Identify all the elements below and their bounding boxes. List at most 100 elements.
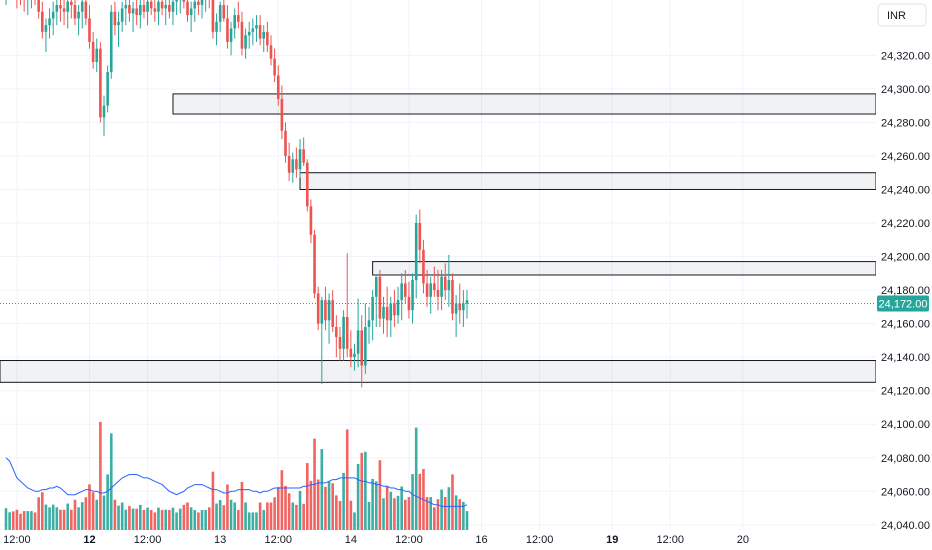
volume-bar bbox=[59, 509, 62, 537]
candle-body bbox=[240, 21, 244, 49]
volume-bar bbox=[11, 511, 15, 537]
candle-body bbox=[80, 1, 84, 12]
candle-body bbox=[258, 25, 262, 39]
candle-body bbox=[99, 48, 102, 118]
volume-bar bbox=[204, 510, 207, 537]
x-tick-label-4: 12:00 bbox=[264, 534, 292, 546]
volume-bar bbox=[44, 504, 48, 537]
candle-body bbox=[62, 8, 66, 12]
candle-body bbox=[335, 326, 338, 338]
candle-body bbox=[233, 15, 236, 29]
zone-2[interactable] bbox=[372, 261, 877, 276]
volume-bar bbox=[73, 499, 77, 537]
x-tick-label-8: 12:00 bbox=[526, 534, 554, 546]
volume-bar bbox=[356, 463, 360, 537]
candle-body bbox=[374, 276, 378, 297]
volume-bar bbox=[102, 495, 106, 537]
volume-bar bbox=[128, 506, 131, 537]
volume-bar bbox=[222, 505, 226, 537]
supply-demand-zones[interactable] bbox=[0, 93, 877, 383]
candle-body bbox=[425, 283, 429, 297]
y-tick-label-8: 24,160.00 bbox=[881, 319, 930, 331]
volume-bar bbox=[266, 502, 269, 537]
y-tick-label-4: 24,240.00 bbox=[881, 184, 930, 196]
price-axis[interactable]: 24,320.00 24,300.00 24,280.00 24,260.00 24,2… bbox=[876, 0, 932, 550]
volume-bar bbox=[454, 495, 458, 537]
volume-bar bbox=[284, 485, 287, 537]
volume-bar bbox=[462, 501, 465, 537]
last-price-tag: 24,172.00 bbox=[877, 295, 929, 312]
volume-bar bbox=[160, 510, 164, 537]
price-candles bbox=[5, 0, 469, 388]
last-price-label: 24,172.00 bbox=[879, 299, 928, 311]
candle-body bbox=[276, 75, 280, 99]
candle-body bbox=[414, 223, 418, 281]
volume-bar bbox=[120, 502, 124, 537]
candle-body bbox=[109, 11, 113, 73]
candle-body bbox=[139, 5, 142, 16]
volume-bar bbox=[95, 499, 99, 537]
candle-body bbox=[120, 8, 124, 22]
candle-body bbox=[418, 223, 422, 250]
candle-body bbox=[84, 1, 88, 19]
candle-body bbox=[458, 303, 462, 311]
candle-body bbox=[66, 1, 70, 12]
candle-body bbox=[218, 5, 222, 22]
volume-bar bbox=[182, 504, 186, 537]
volume-bar bbox=[91, 492, 95, 537]
candle-body bbox=[175, 0, 178, 2]
volume-bar bbox=[106, 474, 109, 537]
candle-body bbox=[77, 11, 80, 19]
zone-1[interactable] bbox=[299, 172, 877, 190]
candle-body bbox=[451, 280, 454, 314]
volume-bar bbox=[178, 508, 182, 537]
volume-bar bbox=[433, 507, 436, 537]
volume-bar bbox=[349, 500, 353, 537]
candle-body bbox=[255, 25, 258, 29]
x-tick-label-1: 12 bbox=[83, 534, 95, 546]
candle-body bbox=[244, 35, 247, 49]
volume-bar bbox=[302, 503, 305, 537]
volume-bar bbox=[153, 512, 157, 537]
volume-bar bbox=[84, 497, 88, 537]
x-tick-label-6: 12:00 bbox=[395, 534, 423, 546]
volume-bar bbox=[364, 451, 367, 537]
candle-body bbox=[189, 8, 193, 16]
volume-bar bbox=[385, 486, 389, 537]
volume-bar bbox=[324, 486, 327, 537]
volume-moving-average bbox=[5, 457, 468, 507]
candle-body bbox=[37, 0, 40, 12]
candle-body bbox=[349, 348, 353, 358]
candle-body bbox=[157, 1, 160, 12]
volume-bar bbox=[164, 509, 168, 537]
volume-bar bbox=[378, 460, 382, 537]
volume-bar bbox=[316, 479, 320, 537]
time-axis[interactable]: 12:00 12 12:00 13 12:00 14 12:00 16 12:00 19 12:00… bbox=[0, 530, 876, 550]
volume-bar bbox=[309, 480, 313, 537]
candle-body bbox=[146, 1, 149, 12]
volume-bar bbox=[251, 512, 255, 537]
volume-bar bbox=[447, 487, 451, 537]
volume-bar bbox=[186, 502, 189, 537]
volume-bar bbox=[465, 511, 469, 537]
candle-body bbox=[51, 11, 55, 19]
volume-bar bbox=[404, 499, 407, 537]
candle-body bbox=[429, 283, 433, 297]
zone-3[interactable] bbox=[0, 360, 877, 383]
volume-bar bbox=[189, 507, 193, 537]
volume-bar bbox=[360, 452, 364, 537]
volume-bar bbox=[255, 512, 258, 537]
candle-body bbox=[280, 98, 284, 131]
candle-body bbox=[149, 1, 153, 9]
candle-body bbox=[436, 290, 440, 297]
y-tick-label-1: 24,300.00 bbox=[881, 84, 930, 96]
candle-body bbox=[266, 31, 269, 46]
candle-body bbox=[353, 353, 356, 358]
candle-body bbox=[164, 5, 168, 9]
volume-bar bbox=[113, 499, 117, 537]
currency-badge[interactable]: INR bbox=[877, 3, 927, 27]
volume-bar bbox=[291, 502, 295, 537]
candle-body bbox=[197, 1, 200, 6]
volume-bar bbox=[30, 511, 33, 537]
